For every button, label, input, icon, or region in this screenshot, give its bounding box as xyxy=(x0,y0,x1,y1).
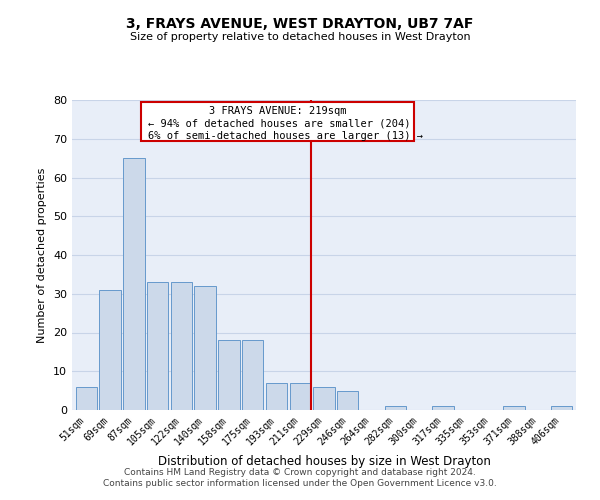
FancyBboxPatch shape xyxy=(141,102,415,141)
Bar xyxy=(123,158,145,410)
Bar xyxy=(385,406,406,410)
Bar xyxy=(551,406,572,410)
Text: Contains HM Land Registry data © Crown copyright and database right 2024.
Contai: Contains HM Land Registry data © Crown c… xyxy=(103,468,497,487)
Bar xyxy=(432,406,454,410)
Text: 3, FRAYS AVENUE, WEST DRAYTON, UB7 7AF: 3, FRAYS AVENUE, WEST DRAYTON, UB7 7AF xyxy=(127,18,473,32)
Bar xyxy=(242,340,263,410)
Text: 3 FRAYS AVENUE: 219sqm: 3 FRAYS AVENUE: 219sqm xyxy=(209,106,346,116)
Bar xyxy=(337,390,358,410)
Bar xyxy=(147,282,168,410)
Bar xyxy=(76,387,97,410)
Y-axis label: Number of detached properties: Number of detached properties xyxy=(37,168,47,342)
X-axis label: Distribution of detached houses by size in West Drayton: Distribution of detached houses by size … xyxy=(158,455,490,468)
Bar xyxy=(170,282,192,410)
Bar xyxy=(313,387,335,410)
Bar xyxy=(503,406,525,410)
Bar xyxy=(266,383,287,410)
Bar xyxy=(290,383,311,410)
Bar xyxy=(100,290,121,410)
Bar xyxy=(218,340,239,410)
Text: ← 94% of detached houses are smaller (204): ← 94% of detached houses are smaller (20… xyxy=(148,118,410,128)
Text: Size of property relative to detached houses in West Drayton: Size of property relative to detached ho… xyxy=(130,32,470,42)
Bar xyxy=(194,286,216,410)
Text: 6% of semi-detached houses are larger (13) →: 6% of semi-detached houses are larger (1… xyxy=(148,131,423,141)
